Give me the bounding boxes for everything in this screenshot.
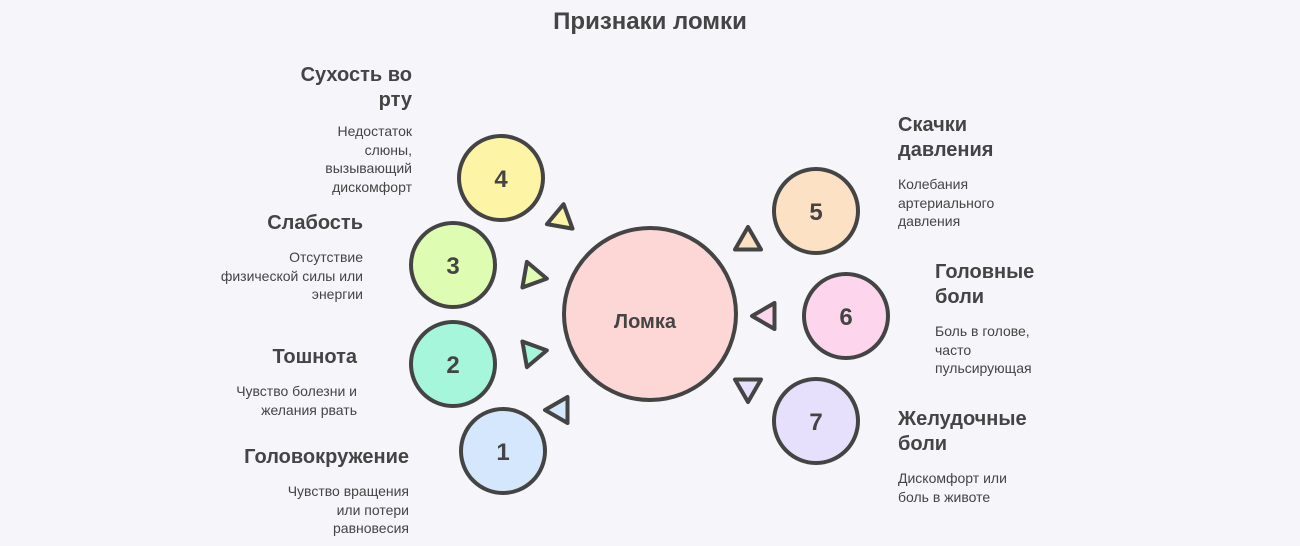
item-description: Чувство вращения или потери равновесия <box>287 483 409 536</box>
arrow-triangle-icon <box>544 202 575 231</box>
item-description: Боль в голове, часто пульсирующая <box>935 323 1032 376</box>
arrow-triangle-icon <box>520 259 549 290</box>
label-item-3: Слабость Отсутствие физической силы или … <box>213 211 363 304</box>
arrow-triangle-icon <box>520 339 549 370</box>
item-description: Чувство болезни и желания рвать <box>236 383 357 418</box>
item-number: 7 <box>809 409 822 436</box>
label-item-7: Желудочные боли Дискомфорт или боль в жи… <box>898 407 1038 506</box>
item-description: Колебания артериального давления <box>898 176 995 229</box>
item-number: 5 <box>809 199 822 226</box>
item-number: 2 <box>446 352 459 379</box>
label-item-6: Головные боли Боль в голове, часто пульс… <box>935 260 1055 378</box>
label-item-4: Сухость во рту Недостаток слюны, вызываю… <box>272 63 412 196</box>
item-circle-5 <box>772 167 860 255</box>
item-circle-2 <box>409 320 497 408</box>
arrow-triangle-icon <box>733 225 763 252</box>
item-circle-6 <box>802 272 890 360</box>
label-item-1: Головокружение Чувство вращения или поте… <box>229 445 409 538</box>
arrow-triangle-icon <box>733 377 763 404</box>
arrow-triangle-icon <box>543 395 570 425</box>
item-circle-3 <box>409 221 497 309</box>
item-title: Сухость во рту <box>300 64 412 111</box>
center-circle <box>562 226 738 402</box>
item-number: 1 <box>496 439 509 466</box>
item-title: Слабость <box>267 212 363 234</box>
item-circle-1 <box>459 407 547 495</box>
diagram-title: Признаки ломки <box>553 8 747 35</box>
arrow-triangle-icon <box>750 301 777 331</box>
item-title: Головокружение <box>244 446 409 468</box>
item-title: Желудочные боли <box>898 408 1027 455</box>
item-description: Отсутствие физической силы или энергии <box>220 249 363 302</box>
item-number: 6 <box>839 304 852 331</box>
label-item-2: Тошнота Чувство болезни и желания рвать <box>207 345 357 419</box>
item-number: 4 <box>494 166 508 193</box>
center-label: Ломка <box>614 311 677 333</box>
item-title: Скачки давления <box>898 114 994 161</box>
label-item-5: Скачки давления Колебания артериального … <box>898 113 1018 231</box>
item-circle-4 <box>457 134 545 222</box>
item-title: Головные боли <box>935 261 1035 308</box>
item-description: Недостаток слюны, вызывающий дискомфорт <box>325 123 412 195</box>
item-description: Дискомфорт или боль в животе <box>898 470 1007 505</box>
item-number: 3 <box>446 253 459 280</box>
item-title: Тошнота <box>272 346 357 368</box>
item-circle-7 <box>772 377 860 465</box>
